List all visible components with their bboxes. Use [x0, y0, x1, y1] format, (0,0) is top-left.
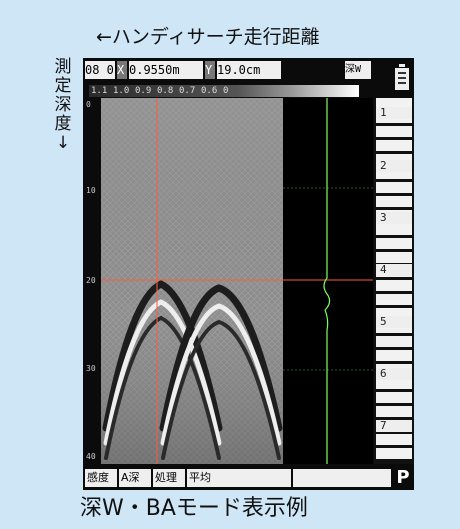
- range-cell[interactable]: [376, 294, 412, 305]
- a-scan-waveform: [283, 98, 373, 464]
- distance-axis-caption: ←ハンディサーチ走行距離: [96, 26, 320, 48]
- depth-ruler: 0 10 20 30 40: [83, 98, 101, 464]
- depth-tick: 40: [86, 452, 96, 461]
- depth-tick: 10: [86, 186, 96, 195]
- status-bar: 感度 A深 処理 平均 P: [83, 466, 414, 490]
- range-cell[interactable]: [376, 448, 412, 459]
- range-cell[interactable]: [376, 280, 412, 291]
- channel-readout: 08 0: [85, 61, 115, 79]
- depth-tick: 30: [86, 364, 96, 373]
- range-cell[interactable]: [376, 434, 412, 445]
- scale-tick: 0.6: [201, 86, 218, 96]
- range-label[interactable]: 4: [376, 264, 412, 276]
- range-cell[interactable]: [376, 252, 412, 263]
- device-screen: 08 0 X 0.9550m Y 19.0cm 深W 1.1 1.0 0.9 0…: [83, 58, 414, 490]
- sensitivity-button[interactable]: 感度: [85, 469, 117, 487]
- p-button[interactable]: P: [396, 467, 410, 488]
- range-cell[interactable]: [376, 336, 412, 347]
- range-label[interactable]: 2: [376, 160, 412, 172]
- scale-tick: 0.9: [135, 86, 152, 96]
- processing-label[interactable]: 処理: [153, 469, 185, 487]
- figure-caption: 深W・BAモード表示例: [80, 496, 308, 521]
- y-depth-readout: 19.0cm: [217, 61, 281, 79]
- depth-axis-caption: 測 定 深 度 ↓: [54, 57, 72, 153]
- status-blank-field: [293, 469, 391, 487]
- range-cell[interactable]: [376, 168, 412, 179]
- range-label[interactable]: 5: [376, 316, 412, 328]
- b-scan-radargram[interactable]: [101, 98, 284, 464]
- range-label[interactable]: 3: [376, 212, 412, 224]
- scale-tick: 1.0: [113, 86, 130, 96]
- range-cell[interactable]: [376, 238, 412, 249]
- range-cell[interactable]: [376, 308, 412, 319]
- range-cell[interactable]: [376, 378, 412, 389]
- x-position-readout: 0.9550m: [129, 61, 203, 79]
- depth-tick: 20: [86, 276, 96, 285]
- range-cell[interactable]: [376, 224, 412, 235]
- range-cell[interactable]: [376, 154, 412, 165]
- range-cell[interactable]: [376, 98, 412, 109]
- menu-icon[interactable]: [395, 64, 409, 90]
- range-cell[interactable]: [376, 196, 412, 207]
- depth-mode-button[interactable]: 深W: [345, 61, 371, 79]
- range-cell[interactable]: [376, 126, 412, 137]
- range-cell[interactable]: [376, 182, 412, 193]
- range-cell[interactable]: [376, 140, 412, 151]
- depth-tick: 0: [86, 100, 91, 109]
- range-label[interactable]: 1: [376, 107, 412, 119]
- range-label[interactable]: 7: [376, 420, 412, 432]
- scale-tick: 0.7: [179, 86, 196, 96]
- range-cell[interactable]: [376, 406, 412, 417]
- processing-value[interactable]: 平均: [187, 469, 291, 487]
- color-scale-bar: 1.1 1.0 0.9 0.8 0.7 0.6 0: [89, 85, 359, 97]
- range-side-panel: 1 2 3 4 5 6 7: [374, 98, 414, 464]
- scale-tick: 0: [223, 86, 229, 96]
- range-label[interactable]: 6: [376, 368, 412, 380]
- scale-tick: 1.1: [91, 86, 108, 96]
- range-cell[interactable]: [376, 350, 412, 361]
- depth-mode-toggle[interactable]: A深: [119, 469, 151, 487]
- y-label: Y: [205, 61, 215, 79]
- range-cell[interactable]: [376, 392, 412, 403]
- x-label: X: [117, 61, 127, 79]
- scale-tick: 0.8: [157, 86, 174, 96]
